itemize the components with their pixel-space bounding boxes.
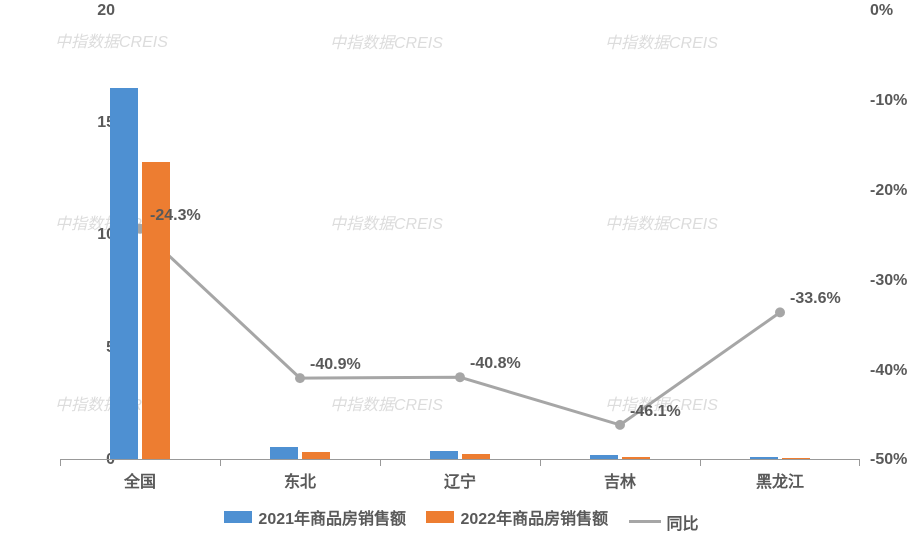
y-right-tick-label: 0% bbox=[870, 2, 923, 20]
legend-label: 同比 bbox=[667, 510, 699, 534]
y-right-tick-label: -40% bbox=[870, 362, 923, 380]
x-axis-tick bbox=[380, 460, 381, 466]
legend-item-yoy: 同比 bbox=[629, 510, 699, 534]
bar bbox=[462, 454, 490, 459]
line-data-label: -24.3% bbox=[150, 207, 201, 225]
line-marker bbox=[775, 307, 785, 317]
x-axis-tick bbox=[700, 460, 701, 466]
y-right-tick-label: -50% bbox=[870, 451, 923, 469]
legend: 2021年商品房销售额 2022年商品房销售额 同比 bbox=[0, 505, 923, 534]
line-data-label: -40.9% bbox=[310, 356, 361, 374]
legend-label: 2021年商品房销售额 bbox=[258, 505, 406, 529]
bar bbox=[590, 455, 618, 460]
legend-swatch bbox=[629, 520, 661, 523]
x-tick-label: 全国 bbox=[60, 468, 220, 492]
bar bbox=[430, 451, 458, 459]
legend-item-2022: 2022年商品房销售额 bbox=[426, 505, 608, 529]
line-marker bbox=[455, 372, 465, 382]
legend-swatch bbox=[224, 511, 252, 523]
bar bbox=[782, 458, 810, 459]
line-series bbox=[60, 10, 860, 460]
bar bbox=[110, 88, 138, 459]
x-tick-label: 黑龙江 bbox=[700, 468, 860, 492]
line-data-label: -33.6% bbox=[790, 290, 841, 308]
line-data-label: -40.8% bbox=[470, 355, 521, 373]
legend-swatch bbox=[426, 511, 454, 523]
legend-label: 2022年商品房销售额 bbox=[460, 505, 608, 529]
line-data-label: -46.1% bbox=[630, 403, 681, 421]
plot-area bbox=[60, 10, 860, 460]
x-axis-tick bbox=[60, 460, 61, 466]
x-tick-label: 东北 bbox=[220, 468, 380, 492]
bar bbox=[270, 447, 298, 459]
y-right-tick-label: -20% bbox=[870, 182, 923, 200]
line-marker bbox=[615, 420, 625, 430]
legend-item-2021: 2021年商品房销售额 bbox=[224, 505, 406, 529]
x-tick-label: 辽宁 bbox=[380, 468, 540, 492]
chart-container: 中指数据CREIS 中指数据CREIS 中指数据CREIS 中指数据CREIS … bbox=[0, 0, 923, 545]
bar bbox=[622, 457, 650, 459]
x-axis-tick bbox=[540, 460, 541, 466]
y-right-tick-label: -10% bbox=[870, 92, 923, 110]
x-axis-tick bbox=[859, 460, 860, 466]
line-marker bbox=[295, 373, 305, 383]
x-axis-tick bbox=[220, 460, 221, 466]
y-right-tick-label: -30% bbox=[870, 272, 923, 290]
bar bbox=[750, 457, 778, 459]
bar bbox=[302, 452, 330, 459]
x-tick-label: 吉林 bbox=[540, 468, 700, 492]
